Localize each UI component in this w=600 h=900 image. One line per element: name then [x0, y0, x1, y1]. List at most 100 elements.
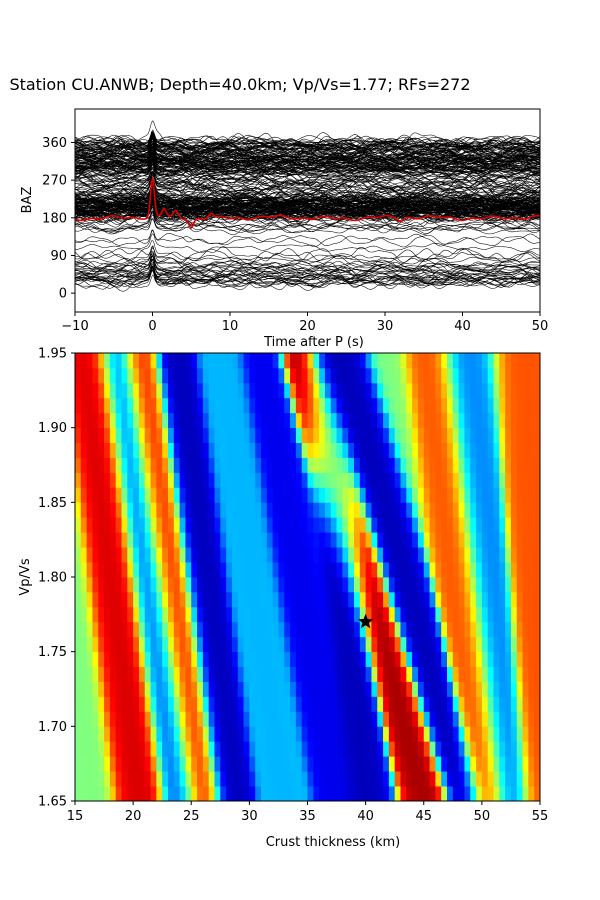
- heatmap-cell: [86, 353, 93, 369]
- heatmap-cell: [429, 517, 436, 533]
- heatmap-cell: [208, 606, 215, 623]
- heatmap-cell: [144, 711, 151, 727]
- heatmap-cell: [377, 532, 384, 548]
- heatmap-cell: [441, 756, 448, 772]
- rf-trace: [75, 194, 540, 211]
- heatmap-cell: [226, 367, 233, 384]
- heatmap-cell: [464, 382, 471, 399]
- heatmap-cell: [452, 427, 460, 443]
- heatmap-cell: [377, 502, 384, 518]
- heatmap-cell: [80, 457, 88, 473]
- heatmap-cell: [173, 696, 181, 712]
- heatmap-cell: [510, 412, 518, 429]
- heatmap-cell: [388, 577, 396, 593]
- heatmap-cell: [115, 756, 122, 772]
- heatmap-cell: [330, 651, 337, 667]
- heatmap-cell: [138, 397, 146, 414]
- heatmap-cell: [528, 741, 535, 757]
- heatmap-cell: [104, 771, 111, 787]
- heatmap-cell: [522, 711, 529, 727]
- heatmap-cell: [109, 696, 117, 712]
- heatmap-cell: [377, 591, 384, 608]
- heatmap-cell: [162, 577, 169, 593]
- heatmap-cell: [237, 472, 244, 488]
- heatmap-cell: [295, 606, 303, 623]
- heatmap-cell: [377, 487, 384, 503]
- heatmap-cell: [266, 397, 274, 414]
- heatmap-cell: [138, 711, 146, 727]
- heatmap-cell: [505, 741, 512, 757]
- best-fit-star-marker: [358, 613, 374, 629]
- heatmap-cell: [394, 457, 401, 473]
- heatmap-cell: [441, 517, 448, 533]
- heatmap-cell: [464, 577, 471, 593]
- heatmap-cell: [383, 427, 390, 443]
- heatmap-cell: [464, 547, 471, 563]
- heatmap-cell: [510, 367, 518, 384]
- heatmap-cell: [359, 412, 367, 429]
- heatmap-cell: [115, 382, 122, 399]
- heatmap-cell: [214, 711, 221, 727]
- heatmap-cell: [226, 382, 233, 399]
- heatmap-cell: [342, 353, 349, 369]
- heatmap-cell: [435, 547, 442, 563]
- heatmap-cell: [109, 591, 117, 608]
- heatmap-cell: [307, 711, 314, 727]
- heatmap-cell: [534, 591, 540, 608]
- heatmap-cell: [348, 786, 355, 801]
- heatmap-cell: [191, 577, 198, 593]
- heatmap-cell: [336, 382, 343, 399]
- heatmap-cell: [202, 547, 210, 563]
- heatmap-cell: [231, 427, 239, 443]
- heatmap-cell: [104, 517, 111, 533]
- heatmap-cell: [371, 636, 378, 653]
- heatmap-cell: [127, 472, 134, 488]
- heatmap-cell: [197, 651, 204, 667]
- heatmap-cell: [150, 562, 157, 578]
- best-fit-star: [358, 613, 374, 629]
- heatmap-cell: [80, 681, 88, 697]
- heatmap-cell: [179, 367, 186, 384]
- heatmap-cell: [290, 442, 297, 458]
- heatmap-cell: [272, 457, 279, 473]
- heatmap-cell: [452, 532, 460, 548]
- heatmap-cell: [231, 726, 239, 742]
- heatmap-cell: [214, 397, 221, 414]
- heatmap-cell: [185, 397, 192, 414]
- heatmap-cell: [470, 517, 477, 533]
- heatmap-cell: [109, 786, 117, 801]
- heatmap-cell: [359, 472, 367, 488]
- heatmap-cell: [272, 397, 279, 414]
- heatmap-cell: [191, 562, 198, 578]
- heatmap-cell: [272, 412, 279, 429]
- heatmap-cell: [324, 606, 332, 623]
- heatmap-cell: [255, 367, 262, 384]
- heatmap-cell: [464, 562, 471, 578]
- heatmap-cell: [121, 591, 128, 608]
- bottom-x-tick-label: 50: [474, 809, 491, 824]
- heatmap-cell: [179, 756, 186, 772]
- heatmap-cell: [319, 606, 326, 623]
- heatmap-cell: [371, 457, 378, 473]
- heatmap-cell: [92, 577, 99, 593]
- heatmap-cell: [458, 711, 465, 727]
- heatmap-cell: [394, 577, 401, 593]
- heatmap-cell: [179, 457, 186, 473]
- heatmap-cell: [412, 472, 419, 488]
- heatmap-cell: [342, 726, 349, 742]
- heatmap-cell: [150, 711, 157, 727]
- heatmap-cell: [168, 591, 175, 608]
- heatmap-cell: [86, 726, 93, 742]
- heatmap-cell: [272, 472, 279, 488]
- heatmap-cell: [447, 621, 454, 638]
- heatmap-cell: [522, 726, 529, 742]
- heatmap-cell: [394, 726, 401, 742]
- heatmap-cell: [255, 756, 262, 772]
- heatmap-cell: [290, 786, 297, 801]
- heatmap-cell: [202, 427, 210, 443]
- heatmap-cell: [365, 786, 372, 801]
- heatmap-cell: [505, 786, 512, 801]
- heatmap-cell: [371, 367, 378, 384]
- heatmap-cell: [197, 532, 204, 548]
- heatmap-cell: [237, 353, 244, 369]
